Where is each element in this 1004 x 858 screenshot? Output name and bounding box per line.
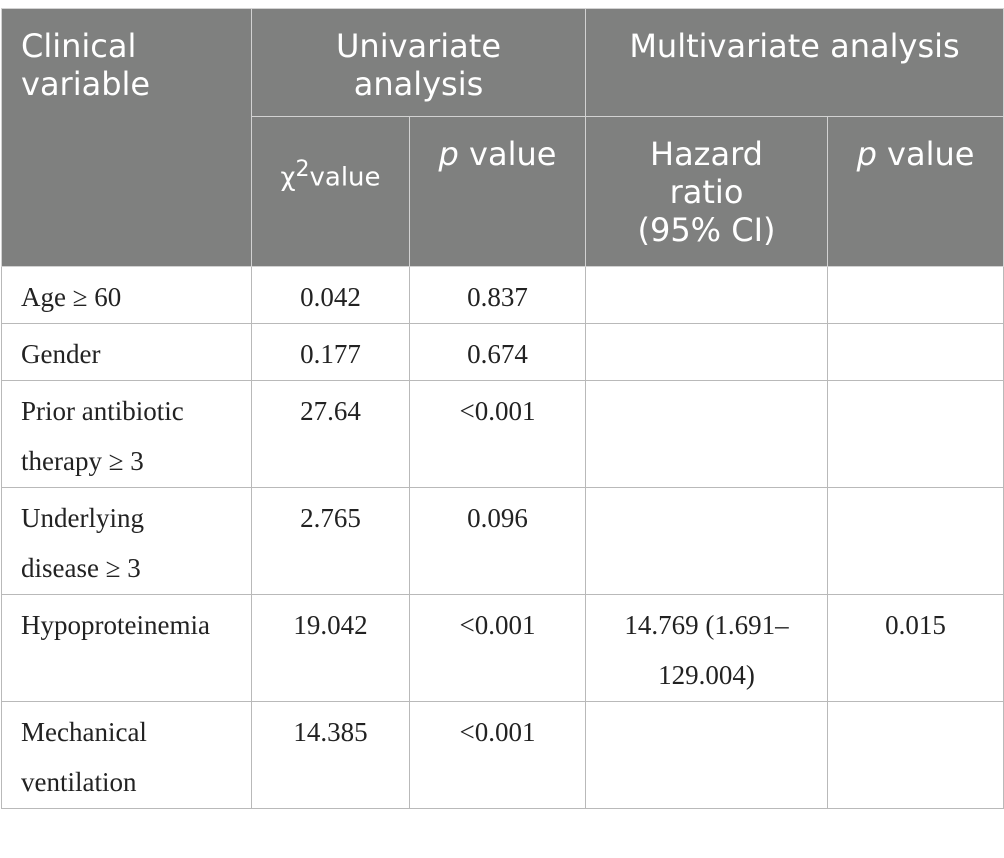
- multivariate-p-header: p value: [826, 116, 1004, 267]
- hazard-cell: [585, 323, 828, 381]
- header-line: (95% CI): [637, 211, 776, 249]
- header-line: Clinical: [21, 27, 137, 65]
- table-header: Clinical variable Univariate analysis Mu…: [1, 8, 1004, 267]
- table-row: Gender 0.177 0.674: [1, 323, 1004, 381]
- chi-cell: 2.765: [251, 487, 410, 595]
- variable-cell: Prior antibiotic therapy ≥ 3: [1, 380, 252, 488]
- p-letter: p: [856, 135, 877, 173]
- chi-cell: 14.385: [251, 701, 410, 809]
- variable-line: Hypoproteinemia: [21, 610, 210, 640]
- variable-line: disease ≥ 3: [21, 553, 141, 583]
- p-cell: 0.837: [409, 266, 586, 324]
- variable-cell: Underlying disease ≥ 3: [1, 487, 252, 595]
- hazard-cell: [585, 487, 828, 595]
- multivariate-p-cell: 0.015: [826, 594, 1004, 702]
- multivariate-p-cell: [826, 380, 1004, 488]
- univariate-header: Univariate analysis: [251, 8, 586, 117]
- variable-cell: Gender: [1, 323, 252, 381]
- header-line: Univariate: [335, 27, 502, 65]
- multivariate-header: Multivariate analysis: [584, 8, 1004, 117]
- table-row: Underlying disease ≥ 3 2.765 0.096: [1, 487, 1004, 595]
- chi-value-word: value: [309, 162, 381, 193]
- p-cell: <0.001: [409, 701, 586, 809]
- header-line: ratio: [669, 173, 744, 211]
- chi-cell: 0.042: [251, 266, 410, 324]
- chi-cell: 19.042: [251, 594, 410, 702]
- p-value-word: value: [458, 135, 557, 173]
- hazard-ratio-header: Hazard ratio (95% CI): [585, 116, 828, 267]
- variable-line: therapy ≥ 3: [21, 446, 144, 476]
- multivariate-p-cell: [826, 487, 1004, 595]
- variable-cell: Hypoproteinemia: [1, 594, 252, 702]
- variable-line: ventilation: [21, 767, 137, 797]
- p-value-word: value: [876, 135, 975, 173]
- p-cell: <0.001: [409, 380, 586, 488]
- hazard-cell: 14.769 (1.691– 129.004): [585, 594, 828, 702]
- hazard-cell: [585, 380, 828, 488]
- variable-cell: Age ≥ 60: [1, 266, 252, 324]
- multivariate-p-cell: [826, 323, 1004, 381]
- table-row: Age ≥ 60 0.042 0.837: [1, 266, 1004, 324]
- hazard-cell: [585, 266, 828, 324]
- hazard-line: 14.769 (1.691–: [624, 610, 789, 640]
- p-letter: p: [438, 135, 459, 173]
- chi-cell: 27.64: [251, 380, 410, 488]
- chi-superscript: 2: [295, 157, 310, 182]
- variable-cell: Mechanical ventilation: [1, 701, 252, 809]
- p-cell: 0.674: [409, 323, 586, 381]
- hazard-cell: [585, 701, 828, 809]
- multivariate-p-cell: [826, 701, 1004, 809]
- chi-square-header: χ2value: [251, 116, 410, 267]
- hazard-line: 129.004): [658, 660, 755, 690]
- header-line: variable: [21, 65, 151, 103]
- header-line: Multivariate analysis: [629, 27, 960, 65]
- results-table: Clinical variable Univariate analysis Mu…: [1, 8, 1004, 809]
- variable-line: Underlying: [21, 503, 144, 533]
- header-line: analysis: [353, 65, 484, 103]
- multivariate-p-cell: [826, 266, 1004, 324]
- p-cell: <0.001: [409, 594, 586, 702]
- clinical-variable-header: Clinical variable: [1, 8, 252, 267]
- table-row: Mechanical ventilation 14.385 <0.001: [1, 701, 1004, 809]
- variable-line: Mechanical: [21, 717, 147, 747]
- univariate-p-header: p value: [409, 116, 586, 267]
- variable-line: Age ≥ 60: [21, 282, 122, 312]
- table-row: Prior antibiotic therapy ≥ 3 27.64 <0.001: [1, 380, 1004, 488]
- header-line: Hazard: [650, 135, 763, 173]
- table-row: Hypoproteinemia 19.042 <0.001 14.769 (1.…: [1, 594, 1004, 702]
- p-cell: 0.096: [409, 487, 586, 595]
- chi-cell: 0.177: [251, 323, 410, 381]
- variable-line: Prior antibiotic: [21, 396, 184, 426]
- chi-symbol: χ: [280, 162, 296, 193]
- variable-line: Gender: [21, 339, 101, 369]
- table-body: Age ≥ 60 0.042 0.837 Gender 0.177 0.674 …: [1, 266, 1004, 809]
